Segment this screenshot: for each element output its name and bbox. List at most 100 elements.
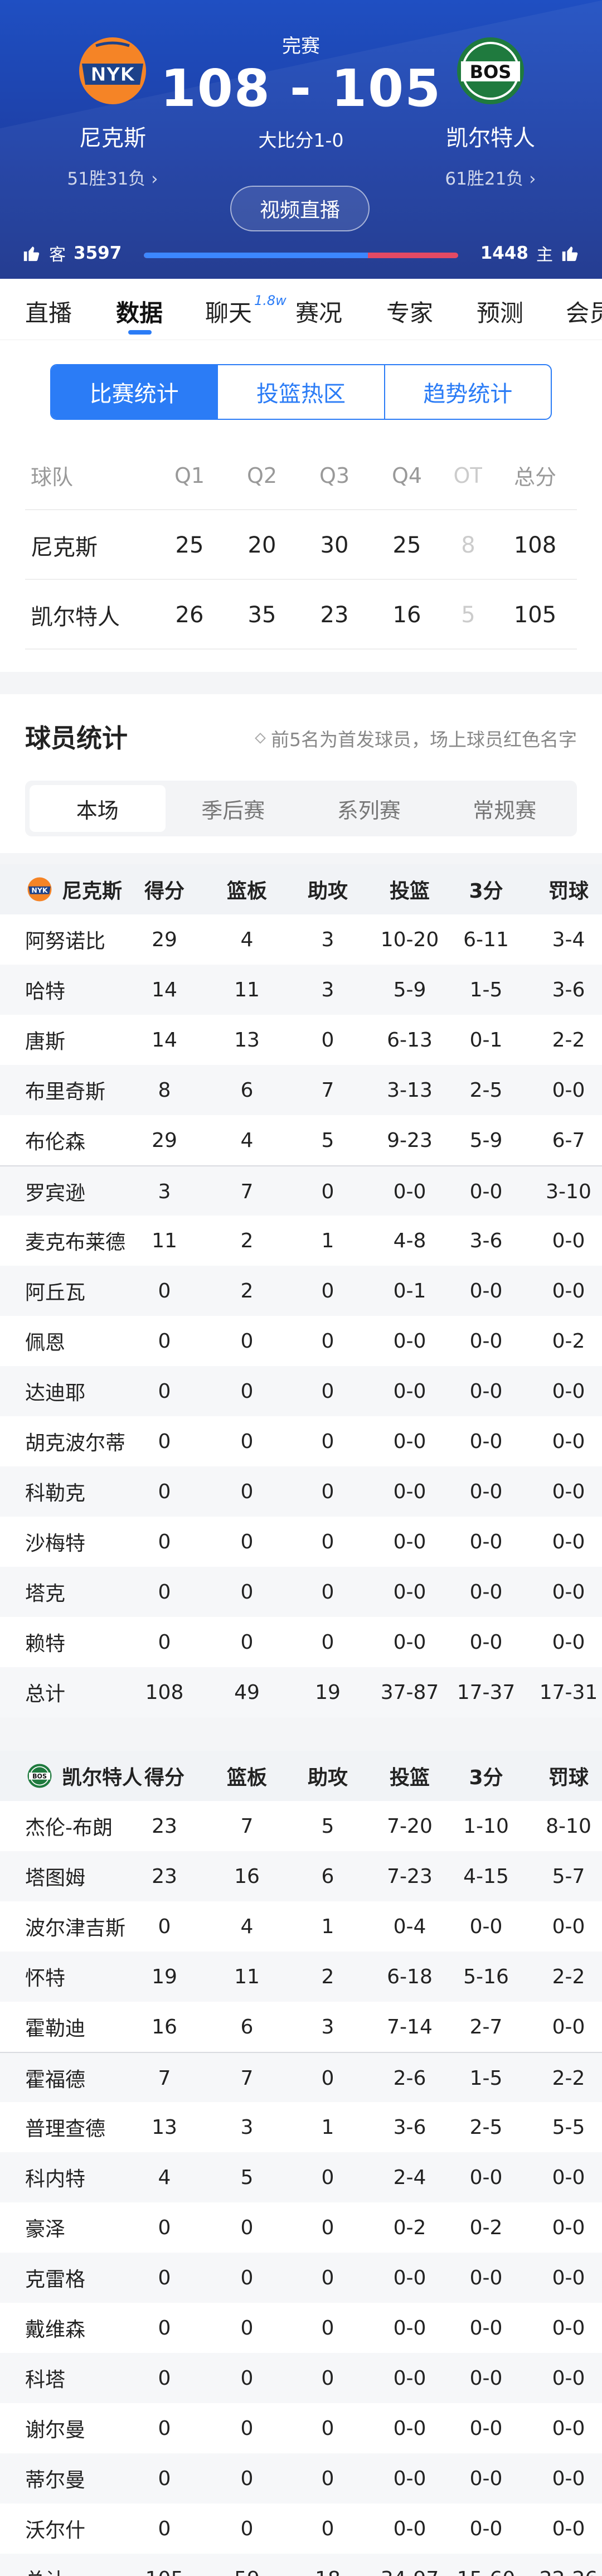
player-name[interactable]: 胡克波尔蒂 xyxy=(25,1432,126,1455)
tab-experts[interactable]: 专家 xyxy=(386,299,434,327)
player-name[interactable]: 普理查德 xyxy=(25,2118,106,2141)
player-row[interactable]: 杰伦-布朗 23 7 5 7-20 1-10 8-10 xyxy=(0,1801,602,1851)
column-header[interactable]: 得分 xyxy=(144,1766,185,1789)
tab-live[interactable]: 直播 xyxy=(25,299,72,327)
player-name[interactable]: 达迪耶 xyxy=(25,1382,86,1405)
player-name[interactable]: 布伦森 xyxy=(25,1131,86,1154)
player-name[interactable]: 谢尔曼 xyxy=(25,2419,86,2442)
player-name[interactable]: 科内特 xyxy=(25,2168,86,2191)
player-name[interactable]: 霍勒迪 xyxy=(25,2017,86,2040)
player-row[interactable]: 佩恩 0 0 0 0-0 0-0 0-2 xyxy=(0,1316,602,1366)
player-row[interactable]: 谢尔曼 0 0 0 0-0 0-0 0-0 xyxy=(0,2403,602,2453)
tab-data[interactable]: 数据 xyxy=(116,299,163,327)
player-row[interactable]: 普理查德 13 3 1 3-6 2-5 5-5 xyxy=(0,2102,602,2152)
player-row[interactable]: 达迪耶 0 0 0 0-0 0-0 0-0 xyxy=(0,1366,602,1416)
player-name[interactable]: 哈特 xyxy=(25,980,66,1003)
player-name[interactable]: 塔图姆 xyxy=(25,1867,86,1890)
player-name[interactable]: 怀特 xyxy=(25,1967,66,1990)
player-row[interactable]: 科内特 4 5 0 2-4 0-0 0-0 xyxy=(0,2152,602,2202)
player-name[interactable]: 布里奇斯 xyxy=(25,1081,106,1103)
home-team-record[interactable]: 61胜21负 › xyxy=(445,169,536,189)
player-row[interactable]: 科塔 0 0 0 0-0 0-0 0-0 xyxy=(0,2353,602,2403)
stat-cell: 0 xyxy=(321,1180,334,1203)
player-row[interactable]: 科勒克 0 0 0 0-0 0-0 0-0 xyxy=(0,1466,602,1517)
column-header[interactable]: 罚球 xyxy=(548,880,589,903)
stat-cell: 16 xyxy=(152,2015,177,2038)
column-header[interactable]: 投篮 xyxy=(389,1766,430,1789)
tab-game-summary[interactable]: 赛况 xyxy=(295,299,343,327)
player-name[interactable]: 杰伦-布朗 xyxy=(25,1817,113,1839)
player-row[interactable]: 唐斯 14 13 0 6-13 0-1 2-2 xyxy=(0,1015,602,1065)
player-row[interactable]: 罗宾逊 3 7 0 0-0 0-0 3-10 xyxy=(0,1165,602,1216)
column-header[interactable]: 篮板 xyxy=(226,1766,267,1789)
player-name[interactable]: 戴维森 xyxy=(25,2318,86,2341)
player-row[interactable]: 怀特 19 11 2 6-18 5-16 2-2 xyxy=(0,1952,602,2002)
away-team-record[interactable]: 51胜31负 › xyxy=(67,169,158,189)
player-name[interactable]: 科勒克 xyxy=(25,1482,86,1505)
player-row[interactable]: 波尔津吉斯 0 4 1 0-4 0-0 0-0 xyxy=(0,1901,602,1952)
player-row[interactable]: 豪泽 0 0 0 0-2 0-2 0-0 xyxy=(0,2202,602,2253)
player-name[interactable]: 沙梅特 xyxy=(25,1532,86,1555)
player-row[interactable]: 塔图姆 23 16 6 7-23 4-15 5-7 xyxy=(0,1851,602,1901)
tab-chat[interactable]: 聊天 1.8w xyxy=(205,293,287,327)
player-name[interactable]: 麦克布莱德 xyxy=(25,1231,126,1254)
player-name[interactable]: 唐斯 xyxy=(25,1030,66,1053)
column-header[interactable]: 投篮 xyxy=(389,880,430,903)
player-name[interactable]: 沃尔什 xyxy=(25,2519,86,2542)
player-row[interactable]: 赖特 0 0 0 0-0 0-0 0-0 xyxy=(0,1617,602,1667)
knicks-logo[interactable]: NYK xyxy=(71,29,154,113)
player-row[interactable]: 阿努诺比 29 4 3 10-20 6-11 3-4 xyxy=(0,914,602,965)
segment-shot-chart[interactable]: 投篮热区 xyxy=(218,365,385,419)
player-name[interactable]: 塔克 xyxy=(25,1582,66,1605)
player-name[interactable]: 赖特 xyxy=(25,1633,66,1655)
tab-members[interactable]: 会员 xyxy=(566,299,602,327)
player-name[interactable]: 豪泽 xyxy=(25,2218,66,2241)
player-name[interactable]: 罗宾逊 xyxy=(25,1182,86,1205)
player-row[interactable]: 霍勒迪 16 6 3 7-14 2-7 0-0 xyxy=(0,2002,602,2052)
player-row[interactable]: 沙梅特 0 0 0 0-0 0-0 0-0 xyxy=(0,1517,602,1567)
player-name[interactable]: 霍福德 xyxy=(25,2069,86,2091)
player-row[interactable]: 霍福德 7 7 0 2-6 1-5 2-2 xyxy=(0,2052,602,2102)
player-name[interactable]: 蒂尔曼 xyxy=(25,2469,86,2492)
column-header[interactable]: 助攻 xyxy=(307,1766,348,1789)
player-row[interactable]: 塔克 0 0 0 0-0 0-0 0-0 xyxy=(0,1567,602,1617)
home-vote[interactable]: 1448 主 xyxy=(480,241,580,265)
player-name[interactable]: 佩恩 xyxy=(25,1331,66,1354)
away-vote[interactable]: 客 3597 xyxy=(22,241,122,265)
player-name[interactable]: 阿努诺比 xyxy=(25,930,106,953)
player-name[interactable]: 阿丘瓦 xyxy=(25,1281,86,1304)
player-row[interactable]: 麦克布莱德 11 2 1 4-8 3-6 0-0 xyxy=(0,1216,602,1266)
player-name[interactable]: 科塔 xyxy=(25,2369,66,2391)
subtab-regular-season[interactable]: 常规赛 xyxy=(473,798,537,823)
player-row[interactable]: 戴维森 0 0 0 0-0 0-0 0-0 xyxy=(0,2303,602,2353)
stat-cell: 0 xyxy=(158,1530,171,1553)
player-name[interactable]: 克雷格 xyxy=(25,2268,86,2291)
column-header[interactable]: 篮板 xyxy=(226,880,267,903)
segment-game-stats[interactable]: 比赛统计 xyxy=(51,365,219,419)
column-header[interactable]: 得分 xyxy=(144,880,185,903)
stat-cell: 0-2 xyxy=(469,2216,503,2239)
subtab-playoffs[interactable]: 季后赛 xyxy=(201,798,265,823)
segment-trend-stats[interactable]: 趋势统计 xyxy=(423,381,513,407)
subtab-series[interactable]: 系列赛 xyxy=(337,798,401,823)
column-header[interactable]: 罚球 xyxy=(548,1766,589,1789)
player-row[interactable]: 布里奇斯 8 6 7 3-13 2-5 0-0 xyxy=(0,1065,602,1115)
stat-cell: 0-2 xyxy=(552,1329,585,1353)
player-row[interactable]: 克雷格 0 0 0 0-0 0-0 0-0 xyxy=(0,2253,602,2303)
player-row[interactable]: 阿丘瓦 0 2 0 0-1 0-0 0-0 xyxy=(0,1266,602,1316)
tab-predictions[interactable]: 预测 xyxy=(477,299,524,327)
celtics-logo[interactable]: BOS xyxy=(449,29,532,113)
player-row[interactable]: 蒂尔曼 0 0 0 0-0 0-0 0-0 xyxy=(0,2453,602,2504)
player-row[interactable]: 哈特 14 11 3 5-9 1-5 3-6 xyxy=(0,965,602,1015)
column-header[interactable]: 3分 xyxy=(469,1766,503,1789)
column-header[interactable]: 3分 xyxy=(469,880,503,903)
player-name[interactable]: 波尔津吉斯 xyxy=(25,1917,126,1940)
subtab-this-game[interactable]: 本场 xyxy=(30,785,166,832)
video-live-button[interactable]: 视频直播 xyxy=(230,186,370,231)
player-row[interactable]: 沃尔什 0 0 0 0-0 0-0 0-0 xyxy=(0,2504,602,2554)
column-header[interactable]: 助攻 xyxy=(307,880,348,903)
player-row[interactable]: 布伦森 29 4 5 9-23 5-9 6-7 xyxy=(0,1115,602,1165)
away-team-name[interactable]: 尼克斯 xyxy=(79,125,146,151)
home-team-name[interactable]: 凯尔特人 xyxy=(446,125,535,151)
player-row[interactable]: 胡克波尔蒂 0 0 0 0-0 0-0 0-0 xyxy=(0,1416,602,1466)
